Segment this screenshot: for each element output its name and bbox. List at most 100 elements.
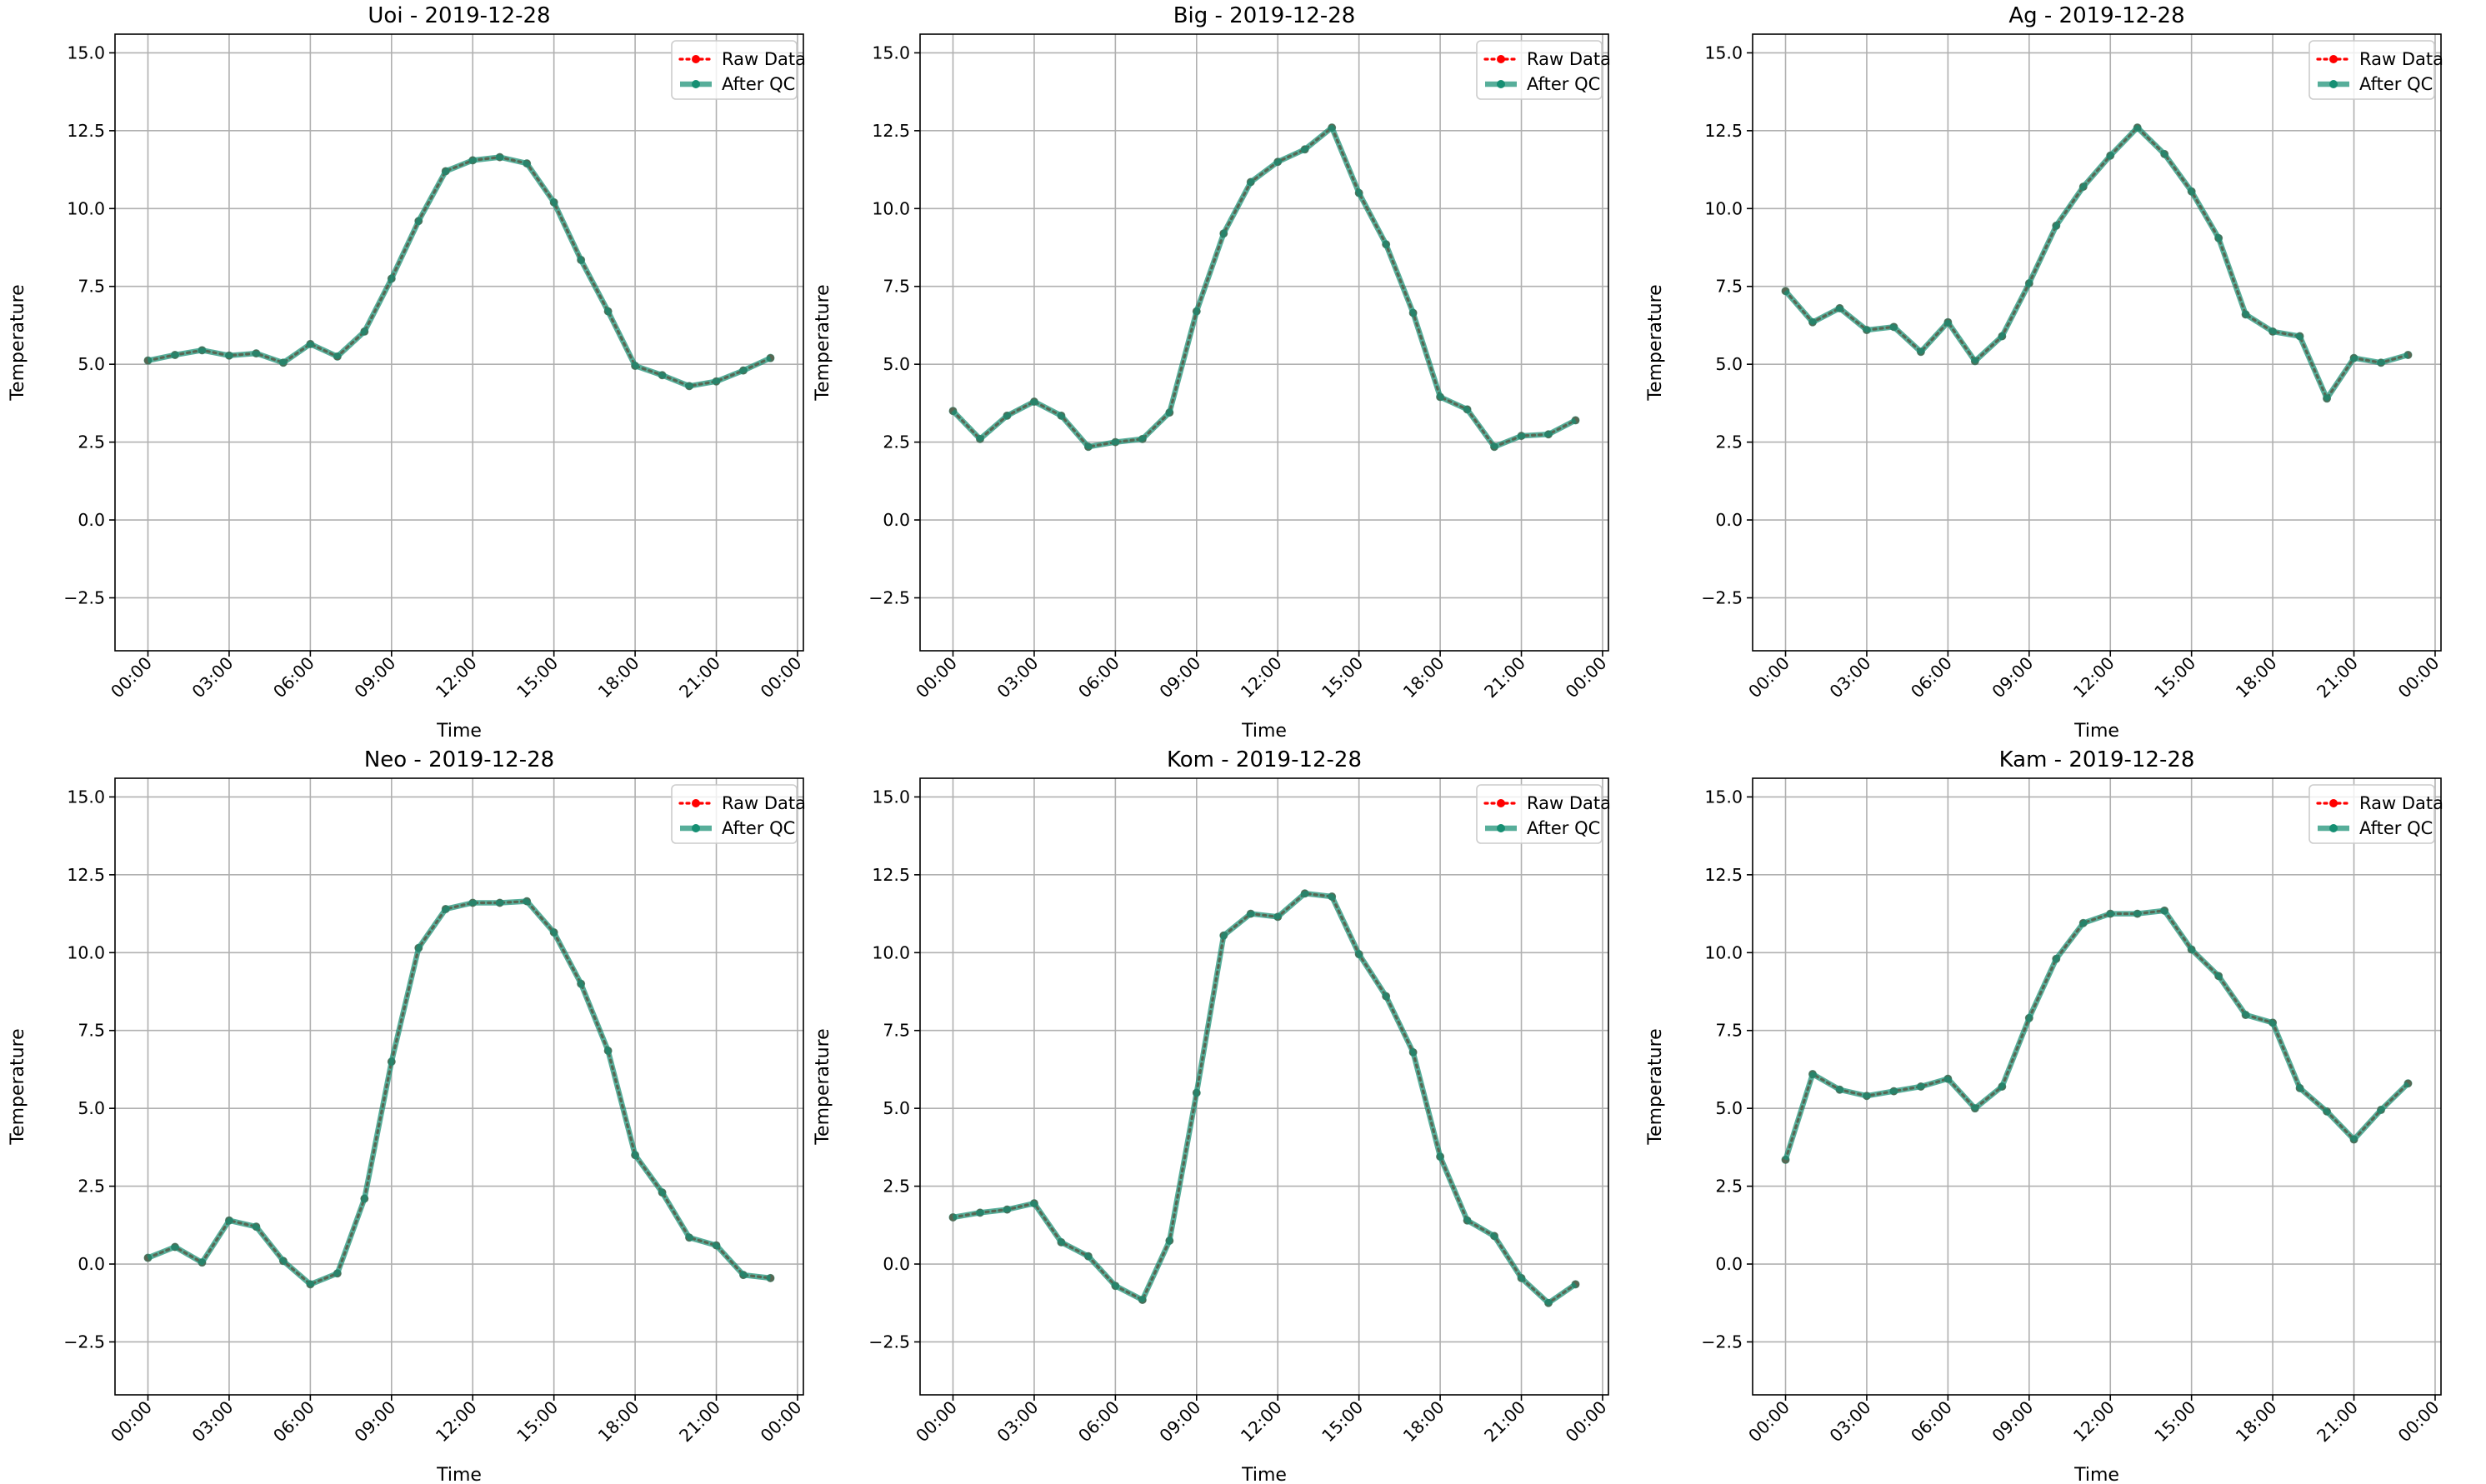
after-qc-point [387, 274, 396, 283]
after-qc-point [739, 366, 748, 375]
x-tick-label: 15:00 [513, 653, 562, 702]
raw-data-line [951, 125, 1578, 449]
legend-label-qc: After QC [2359, 818, 2433, 838]
after-qc-point [658, 1188, 667, 1197]
after-qc-point [1354, 188, 1363, 197]
after-qc-point [2295, 1083, 2304, 1092]
after-qc-point [1029, 397, 1038, 407]
legend-qc-marker [692, 824, 700, 832]
after-qc-point [685, 1233, 694, 1242]
legend-label-raw: Raw Data [2359, 793, 2443, 813]
x-tick-label: 00:00 [2394, 1397, 2443, 1447]
after-qc-point [1273, 912, 1283, 922]
y-tick-label: −2.5 [868, 587, 910, 607]
after-qc-point [1998, 1082, 2007, 1091]
after-qc-point [1808, 317, 1817, 327]
after-qc-point [2323, 394, 2332, 403]
after-qc-line [952, 891, 1578, 1306]
y-axis-label: Temperature [1645, 1028, 1666, 1145]
subplot-3: −2.5 0.0 2.5 5.0 7.5 10.0 12.5 15.0 00:00 03:00 06… [1645, 3, 2443, 742]
x-tick-label: 21:00 [675, 1397, 724, 1447]
legend-label-raw: Raw Data [1527, 49, 1611, 69]
after-qc-point [1490, 442, 1499, 452]
after-qc-point [224, 1216, 233, 1225]
after-qc-point [1808, 1070, 1817, 1079]
after-qc-point [2403, 350, 2413, 359]
y-tick-label: 0.0 [1715, 1254, 1743, 1274]
legend-label-raw: Raw Data [722, 793, 806, 813]
subplot-4: −2.5 0.0 2.5 5.0 7.5 10.0 12.5 15.0 00:00 03:00 06… [8, 747, 806, 1484]
after-qc-point [1328, 892, 1337, 902]
y-tick-label: 0.0 [1715, 510, 1743, 530]
legend-raw-marker [2329, 55, 2338, 63]
x-tick-label: 06:00 [1074, 1397, 1123, 1447]
after-qc-point [1138, 434, 1147, 443]
after-qc-point [1246, 909, 1255, 918]
after-qc-point [712, 1241, 721, 1250]
legend: Raw Data After QC [671, 784, 806, 844]
legend-qc-marker [1497, 80, 1505, 88]
y-tick-label: 2.5 [883, 432, 910, 452]
after-qc-point [1246, 177, 1255, 187]
after-qc-point [1273, 157, 1283, 167]
y-tick-label: 12.5 [872, 865, 910, 885]
x-tick-label: 21:00 [675, 653, 724, 702]
y-tick-label: 10.0 [67, 942, 105, 962]
after-qc-point [2052, 221, 2061, 230]
after-qc-point [739, 1271, 748, 1280]
after-qc-point [495, 152, 504, 162]
after-qc-point [1835, 303, 1844, 312]
after-qc-point [468, 156, 478, 165]
x-axis-label: Time [436, 1465, 482, 1484]
y-tick-label: 7.5 [78, 1021, 105, 1041]
after-qc-line [1783, 907, 2410, 1161]
after-qc-point [441, 167, 450, 176]
y-tick-label: 12.5 [67, 121, 105, 141]
after-qc-point [414, 943, 423, 952]
y-tick-label: 10.0 [872, 198, 910, 218]
y-tick-label: −2.5 [1701, 1332, 1743, 1352]
x-tick-label: 00:00 [2394, 653, 2443, 702]
x-tick-label: 09:00 [1156, 1397, 1205, 1447]
x-tick-label: 12:00 [2069, 1397, 2118, 1447]
after-qc-point [603, 307, 613, 316]
y-tick-label: 0.0 [78, 510, 105, 530]
after-qc-point [1490, 1232, 1499, 1241]
after-qc-point [333, 352, 342, 361]
y-tick-label: 12.5 [67, 865, 105, 885]
after-qc-point [278, 358, 288, 367]
after-qc-point [1219, 229, 1228, 238]
after-qc-line [1783, 124, 2409, 402]
legend-label-raw: Raw Data [722, 49, 806, 69]
legend-label-qc: After QC [722, 74, 795, 94]
x-axis-label: Time [2073, 1465, 2119, 1484]
y-tick-label: 7.5 [883, 277, 910, 297]
after-qc-point [414, 217, 423, 226]
after-qc-point [2323, 1107, 2332, 1116]
legend: Raw Data After QC [1476, 40, 1611, 100]
y-tick-label: 5.0 [883, 354, 910, 374]
after-qc-point [1003, 1205, 1012, 1214]
x-tick-label: 09:00 [1988, 1397, 2038, 1447]
legend-label-qc: After QC [1527, 818, 1600, 838]
after-qc-point [360, 327, 369, 336]
after-qc-point [2187, 945, 2196, 954]
after-qc-point [523, 897, 532, 906]
after-qc-point [603, 1047, 613, 1056]
y-axis-label: Temperature [8, 1028, 28, 1145]
after-qc-point [198, 346, 207, 355]
after-qc-point [1571, 1280, 1580, 1289]
x-tick-label: 06:00 [1907, 653, 1956, 702]
x-tick-label: 03:00 [188, 653, 238, 702]
x-tick-label: 09:00 [351, 653, 400, 702]
y-tick-label: 2.5 [883, 1177, 910, 1197]
after-qc-point [2106, 151, 2115, 160]
after-qc-point [1571, 416, 1580, 425]
y-tick-label: 5.0 [78, 354, 105, 374]
after-qc-point [1057, 1237, 1066, 1247]
x-tick-label: 00:00 [1744, 1397, 1793, 1447]
x-axis-label: Time [436, 721, 482, 742]
after-qc-point [1517, 1273, 1526, 1282]
subplot-title: Uoi - 2019-12-28 [368, 3, 550, 28]
